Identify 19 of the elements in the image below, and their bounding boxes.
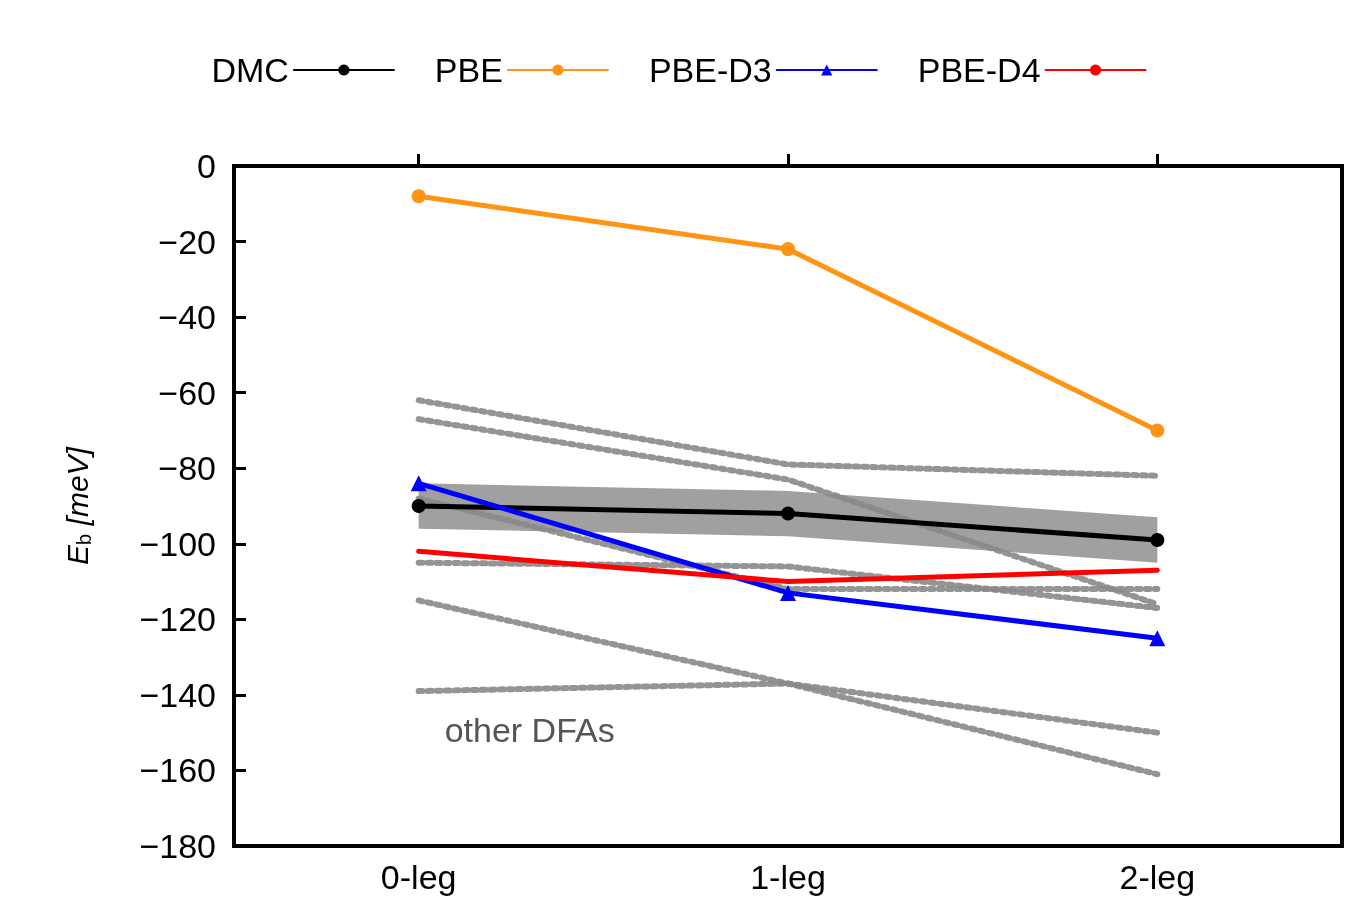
legend-label: PBE-D3 [648,51,772,89]
y-tick-label: −80 [158,449,216,488]
legend-label: PBE [434,51,503,89]
legend-label: DMC [211,51,289,89]
x-tick-label: 2-leg [1119,858,1196,896]
y-tick-label: 0 [197,147,216,185]
y-tick-label: −160 [139,751,216,790]
annotation: other DFAs [444,711,615,749]
y-axis-title: Eb [meV] [60,446,95,565]
y-tick-label: −120 [139,600,216,639]
y-tick-label: −100 [139,524,216,563]
x-tick-label: 1-leg [750,858,826,896]
y-tick-label: −60 [158,373,216,412]
legend-label: PBE-D4 [917,51,1041,89]
y-tick-label: −20 [158,222,216,261]
y-tick-label: −40 [158,298,216,337]
y-tick-label: −140 [139,675,216,714]
y-tick-label: −180 [139,827,216,865]
x-tick-label: 0-leg [380,858,457,896]
